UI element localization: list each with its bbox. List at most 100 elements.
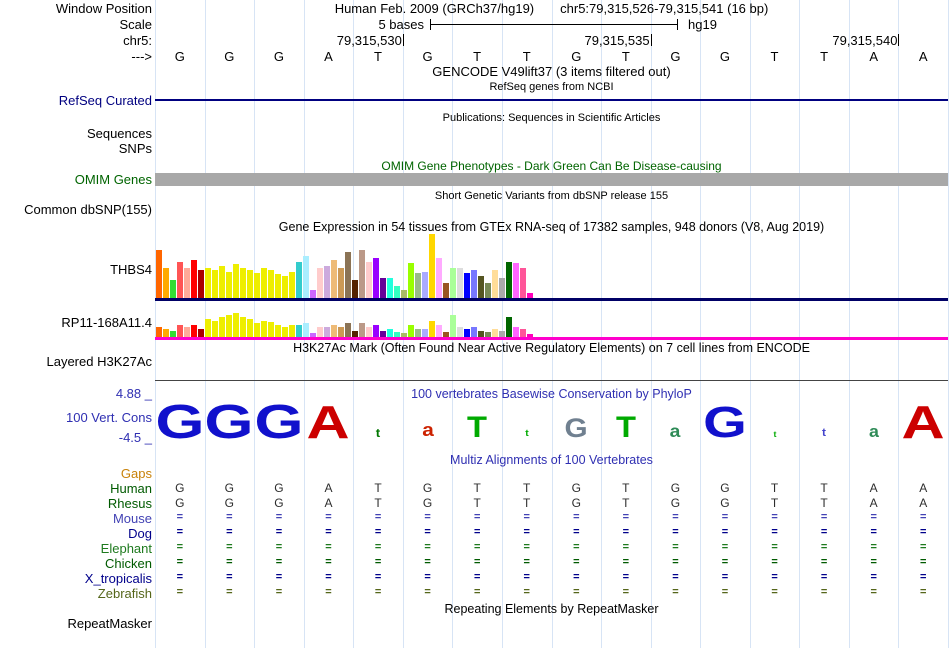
align-gap-x-tropicalis: = [424,571,431,583]
gtex-expression-rp11-168a11-4-bar [233,313,239,337]
track-label-species-dog[interactable]: Dog [128,526,152,541]
track-label-omim-genes[interactable]: OMIM Genes [74,172,152,187]
gtex-expression-thbs4-bar [240,268,246,298]
track-label-gaps[interactable]: Gaps [120,466,152,481]
track-label-species-x-tropicalis[interactable]: X_tropicalis [84,571,152,586]
ruler-tick [402,34,404,46]
track-label-species-human[interactable]: Human [110,481,152,496]
phylop-logo-letter: G [254,395,304,450]
gtex-expression-rp11-168a11-4-bar [359,323,365,337]
align-gap-chicken: = [176,556,183,568]
gtex-expression-thbs4-bar [394,286,400,298]
align-base-human: A [919,481,928,495]
phylop-logo-letter: T [467,411,488,445]
track-label-common-dbsnp-155[interactable]: Common dbSNP(155) [24,202,152,217]
ruler-base: A [324,49,333,64]
base-gridline [848,0,850,648]
phylop-logo-letter: A [901,396,945,449]
gtex-expression-rp11-168a11-4-bar [163,329,169,337]
gtex-expression-rp11-168a11-4-bar [317,327,323,337]
track-label-refseq-curated[interactable]: RefSeq Curated [58,93,152,108]
align-base-rhesus: T [622,496,630,510]
phylop-logo-letter: G [564,413,588,444]
align-base-human: G [670,481,681,495]
base-gridline [155,0,156,648]
align-gap-chicken: = [424,556,431,568]
scale-ruler-right-tick [677,19,678,30]
phylop-top-line [155,380,948,381]
track-label-rp11-168a11-4[interactable]: RP11-168A11.4 [61,315,152,330]
track-label-thbs4[interactable]: THBS4 [110,262,152,277]
track-label-phylop-min[interactable]: -4.5 _ [118,430,152,445]
align-gap-zebrafish: = [573,586,580,598]
track-label-species-chicken[interactable]: Chicken [105,556,152,571]
track-label-species-rhesus[interactable]: Rhesus [107,496,152,511]
align-gap-elephant: = [473,541,481,553]
align-gap-x-tropicalis: = [622,571,630,583]
track-label-strand[interactable]: ---> [131,49,152,64]
gtex-expression-thbs4-bar [380,278,386,298]
gtex-expression-thbs4-bar [254,273,260,298]
track-label-100-vert-cons[interactable]: 100 Vert. Cons [66,410,152,425]
gtex-expression-rp11-168a11-4-bar [324,327,330,337]
gtex-expression-rp11-168a11-4-bar [366,327,372,337]
track-label-window-position[interactable]: Window Position [55,1,152,16]
track-label-species-elephant[interactable]: Elephant [100,541,152,556]
gtex-expression-thbs4-bar [289,272,295,298]
track-label-species-zebrafish[interactable]: Zebrafish [97,586,152,601]
align-gap-dog: = [473,526,481,538]
ruler-base: T [522,49,531,64]
phylop-logo-letter: t [524,428,529,440]
track-label-species-mouse[interactable]: Mouse [112,511,152,526]
gtex-expression-rp11-168a11-4-bar [261,321,267,337]
align-gap-dog: = [622,526,630,538]
align-gap-zebrafish: = [672,586,679,598]
gtex-expression-rp11-168a11-4-bar [338,327,344,337]
align-gap-chicken: = [820,556,828,568]
align-gap-chicken: = [771,556,778,568]
align-base-rhesus: T [820,496,828,510]
gtex-expression-thbs4-bar [506,262,512,298]
track-label-phylop-max[interactable]: 4.88 _ [115,386,152,401]
align-gap-chicken: = [473,556,481,568]
gtex-expression-thbs4-bar [198,270,204,298]
align-gap-dog: = [573,526,580,538]
ruler-coordinate-label: 79,315,540 [832,33,898,48]
gtex-expression-thbs4-bar [212,270,218,298]
align-gap-x-tropicalis: = [721,571,729,583]
gtex-expression-rp11-168a11-4-bar [422,329,428,337]
align-base-rhesus: T [770,496,779,510]
track-label-chromosome[interactable]: chr5: [123,33,152,48]
gtex-expression-thbs4-bar [303,256,309,298]
gtex-expression-rp11-168a11-4-bar [464,329,470,337]
track-label-snps[interactable]: SNPs [118,141,152,156]
ruler-base: T [621,49,630,64]
phylop-logo-letter: a [868,423,879,442]
gtex-expression-rp11-168a11-4-bar [520,329,526,337]
gtex-expression-rp11-168a11-4-bar [443,332,449,337]
track-title-publications: Publications: Sequences in Scientific Ar… [442,112,661,124]
gtex-expression-thbs4-bar [275,274,281,298]
align-gap-mouse: = [870,511,877,523]
gtex-expression-rp11-168a11-4-bar [492,329,498,337]
gtex-expression-thbs4-bar [401,290,407,298]
align-gap-mouse: = [473,511,481,523]
gtex-expression-thbs4-bar [499,278,505,298]
align-gap-chicken: = [325,556,332,568]
gtex-expression-thbs4-bar [310,290,316,298]
align-gap-mouse: = [721,511,729,523]
base-gridline [700,0,702,648]
track-label-sequences[interactable]: Sequences [86,126,152,141]
align-gap-zebrafish: = [325,586,332,598]
align-gap-zebrafish: = [176,586,183,598]
ruler-base: T [374,49,383,64]
track-label-repeatmasker[interactable]: RepeatMasker [67,616,152,631]
track-label-scale[interactable]: Scale [119,17,152,32]
track-label-layered-h3k27ac[interactable]: Layered H3K27Ac [46,354,152,369]
align-gap-chicken: = [721,556,729,568]
gtex-expression-rp11-168a11-4-bar [415,329,421,337]
gtex-expression-rp11-168a11-4-bar [198,329,204,337]
ruler-base: A [869,49,878,64]
align-gap-mouse: = [176,511,183,523]
